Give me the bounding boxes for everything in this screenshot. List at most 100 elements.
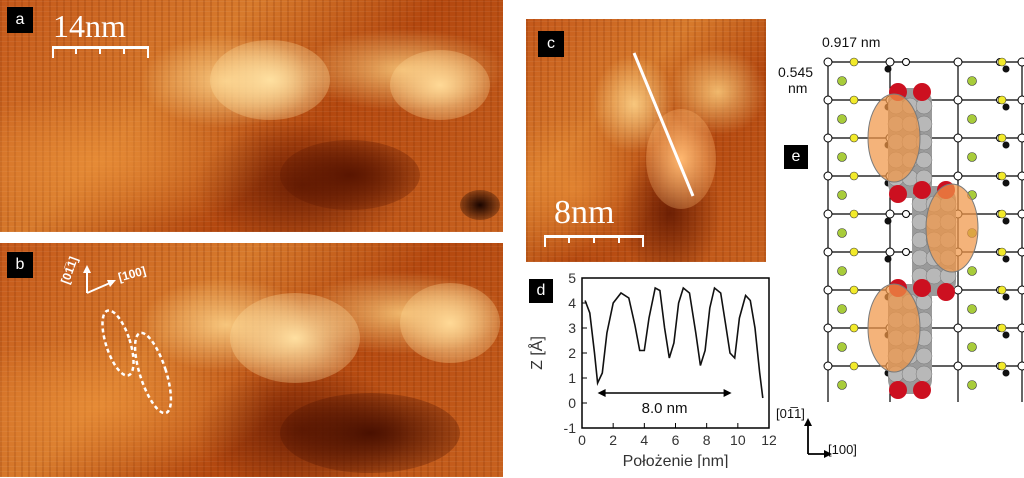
dot-atom xyxy=(1002,369,1010,377)
green-atom xyxy=(837,380,847,390)
x-tick-label: 12 xyxy=(761,432,776,448)
yellow-atom xyxy=(997,95,1007,105)
yellow-atom xyxy=(997,57,1007,67)
yellow-atom xyxy=(849,95,859,105)
lattice-node xyxy=(1017,323,1024,333)
green-atom xyxy=(837,190,847,200)
height-profile-chart: 0 2 4 6 8 10 12 -1 0 1 2 3 4 5 Położenie [nm] Z [Å] 8.0 … xyxy=(520,268,776,468)
orange-highlight-ellipse xyxy=(867,283,921,373)
y-tick-label: 5 xyxy=(568,270,576,286)
dot-atom xyxy=(884,217,892,225)
lattice-node xyxy=(902,248,910,256)
yellow-atom xyxy=(849,247,859,257)
oxygen-atom xyxy=(913,83,931,101)
lattice-height-label-value: 0.545 xyxy=(778,64,814,80)
lattice-node xyxy=(885,209,895,219)
molecule-atom xyxy=(925,267,943,285)
lattice-node xyxy=(902,58,910,66)
green-atom xyxy=(967,152,977,162)
profile-line-c xyxy=(632,52,695,197)
y-tick-label: 0 xyxy=(568,395,576,411)
green-atom xyxy=(967,304,977,314)
lattice-node xyxy=(1017,133,1024,143)
lattice-node xyxy=(1017,361,1024,371)
lattice-node xyxy=(823,95,833,105)
x-tick-label: 2 xyxy=(609,432,617,448)
green-atom xyxy=(837,266,847,276)
oxygen-atom xyxy=(913,381,931,399)
oxygen-atom xyxy=(913,181,931,199)
lattice-height-label-unit: nm xyxy=(788,80,808,96)
lattice-node xyxy=(953,133,963,143)
green-atom xyxy=(967,266,977,276)
molecule-atom xyxy=(915,347,933,365)
yellow-atom xyxy=(997,133,1007,143)
green-atom xyxy=(837,114,847,124)
lattice-node xyxy=(1017,209,1024,219)
axis-label-011: [01̅1] xyxy=(776,406,805,421)
lattice-node xyxy=(953,285,963,295)
period-arrow-head-left xyxy=(597,389,606,397)
panel-label-e: e xyxy=(784,145,808,169)
lattice-node xyxy=(823,285,833,295)
dot-atom xyxy=(1002,255,1010,263)
y-tick-label: -1 xyxy=(564,420,577,436)
yellow-atom xyxy=(997,209,1007,219)
yellow-atom xyxy=(849,133,859,143)
panel-label-c: c xyxy=(538,31,564,57)
lattice-node xyxy=(953,361,963,371)
yellow-atom xyxy=(849,209,859,219)
oxygen-atom xyxy=(889,381,907,399)
axis-label-100: [100] xyxy=(828,442,857,457)
green-atom xyxy=(837,152,847,162)
lattice-node xyxy=(823,57,833,67)
lattice-model: 0.917 nm 0.545 nm e [01̅1] [100] xyxy=(776,28,1024,477)
dot-atom xyxy=(1002,65,1010,73)
y-tick-label: 1 xyxy=(568,370,576,386)
lattice-node xyxy=(823,247,833,257)
dot-atom xyxy=(1002,179,1010,187)
oxygen-atom xyxy=(913,279,931,297)
x-tick-label: 0 xyxy=(578,432,586,448)
lattice-node xyxy=(1017,95,1024,105)
yellow-atom xyxy=(849,57,859,67)
x-axis-label: Położenie [nm] xyxy=(623,453,729,468)
yellow-atom xyxy=(849,285,859,295)
green-atom xyxy=(967,76,977,86)
yellow-atom xyxy=(849,361,859,371)
molecule-atom xyxy=(915,365,933,383)
lattice-node xyxy=(823,171,833,181)
crystal-direction-arrows-b xyxy=(83,265,173,415)
yellow-atom xyxy=(849,171,859,181)
lattice-node xyxy=(885,247,895,257)
profile-series-line xyxy=(584,286,764,399)
lattice-node xyxy=(885,57,895,67)
yellow-atom xyxy=(849,323,859,333)
green-atom xyxy=(967,114,977,124)
orange-highlight-ellipse xyxy=(867,93,921,183)
dot-atom xyxy=(1002,331,1010,339)
lattice-node xyxy=(1017,247,1024,257)
lattice-node xyxy=(1017,57,1024,67)
molecule-atom xyxy=(911,249,929,267)
yellow-atom xyxy=(997,361,1007,371)
green-atom xyxy=(967,380,977,390)
dot-atom xyxy=(884,65,892,73)
lattice-node xyxy=(1017,171,1024,181)
x-tick-label: 6 xyxy=(672,432,680,448)
lattice-width-label: 0.917 nm xyxy=(822,34,881,50)
panel-label-b: b xyxy=(7,252,33,278)
x-tick-label: 10 xyxy=(730,432,746,448)
green-atom xyxy=(837,76,847,86)
scale-label-c: 8nm xyxy=(554,194,615,231)
dot-atom xyxy=(884,255,892,263)
lattice-node xyxy=(1017,285,1024,295)
lattice-node xyxy=(953,95,963,105)
lattice-node xyxy=(953,323,963,333)
x-tick-label: 8 xyxy=(703,432,711,448)
orange-highlight-ellipse xyxy=(925,183,979,273)
period-label: 8.0 nm xyxy=(642,400,688,417)
dot-atom xyxy=(1002,103,1010,111)
panel-label-a: a xyxy=(7,7,33,33)
yellow-atom xyxy=(997,171,1007,181)
